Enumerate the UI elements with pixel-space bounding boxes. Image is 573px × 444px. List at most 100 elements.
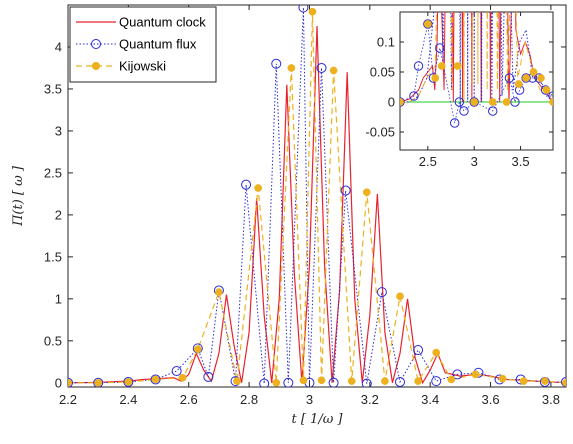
kijowski-marker xyxy=(471,370,480,379)
inset-kijowski-marker xyxy=(529,68,538,76)
inset-kijowski-marker xyxy=(431,74,440,82)
kijowski-marker xyxy=(215,288,223,296)
inset-y-tick-label: 0.05 xyxy=(370,65,395,80)
x-axis-label: t [ 1/ω ] xyxy=(291,412,343,427)
flux-marker xyxy=(431,376,442,387)
flux-marker xyxy=(452,369,463,380)
y-tick-label: 4 xyxy=(55,39,62,54)
inset-y-tick-label: 0.1 xyxy=(377,35,395,50)
inset-y-tick-label: 0 xyxy=(388,95,395,110)
flux-marker xyxy=(328,377,339,387)
y-tick-label: 3 xyxy=(55,123,62,138)
y-tick-label: 1.5 xyxy=(44,249,62,264)
inset-kijowski-marker xyxy=(488,98,497,106)
inset-x-tick-label: 2.5 xyxy=(419,154,437,169)
x-tick-label: 2.6 xyxy=(180,392,198,407)
inset-flux-marker xyxy=(521,73,531,83)
legend-marker xyxy=(91,61,101,71)
flux-marker xyxy=(93,377,104,387)
kijowski-marker xyxy=(254,184,262,192)
kijowski-marker xyxy=(519,377,528,385)
kijowski-marker xyxy=(362,188,371,197)
inset-flux-marker xyxy=(454,97,465,107)
legend-marker xyxy=(91,39,101,49)
kijowski-marker xyxy=(414,377,422,385)
inset-kijowski-marker xyxy=(522,74,531,82)
inset-series-line-1 xyxy=(400,12,553,109)
kijowski-marker xyxy=(308,7,317,16)
kijowski-marker xyxy=(272,378,281,387)
kijowski-marker xyxy=(124,378,133,386)
flux-marker xyxy=(259,378,270,387)
inset-series-group xyxy=(400,12,553,128)
inset-x-tick-label: 3 xyxy=(471,154,478,169)
kijowski-marker xyxy=(396,292,404,301)
inset-flux-marker xyxy=(423,19,433,29)
flux-marker xyxy=(150,374,161,385)
inset-kijowski-marker xyxy=(470,98,479,106)
legend-label: Quantum clock xyxy=(119,15,206,30)
y-axis-label: Π(t) [ ω ] xyxy=(11,165,26,227)
y-tick-label: 0 xyxy=(55,375,62,390)
kijowski-marker xyxy=(94,378,103,387)
kijowski-marker xyxy=(178,373,187,382)
kijowski-marker xyxy=(381,377,389,385)
inset-x-tick-label: 3.5 xyxy=(512,154,530,169)
kijowski-marker xyxy=(347,377,356,385)
inset-flux-marker xyxy=(459,106,469,116)
y-tick-label: 3.5 xyxy=(44,81,62,96)
x-tick-label: 2.8 xyxy=(240,392,258,407)
kijowski-marker xyxy=(432,348,441,357)
inset-kijowski-marker xyxy=(514,80,523,88)
flux-marker xyxy=(68,377,73,387)
kijowski-marker xyxy=(498,374,507,383)
x-tick-label: 3.8 xyxy=(542,392,560,407)
inset-kijowski-marker xyxy=(400,98,404,106)
flux-marker xyxy=(340,185,351,196)
inset-flux-marker xyxy=(469,97,479,107)
x-tick-label: 3.4 xyxy=(421,392,439,407)
inset-flux-marker xyxy=(409,91,419,101)
y-tick-label: 0.5 xyxy=(44,333,62,348)
inset-flux-marker xyxy=(435,43,445,53)
kijowski-marker xyxy=(233,377,241,385)
inset-kijowski-marker xyxy=(437,62,446,70)
x-tick-label: 2.2 xyxy=(59,392,77,407)
kijowski-marker xyxy=(329,66,338,75)
kijowski-marker xyxy=(193,345,202,354)
kijowski-marker xyxy=(447,375,456,384)
y-tick-label: 1 xyxy=(55,291,62,306)
flux-marker xyxy=(561,376,566,387)
series-line-0 xyxy=(68,25,566,385)
flux-marker xyxy=(298,5,309,13)
flux-marker xyxy=(123,376,134,387)
flux-marker xyxy=(241,179,252,190)
kijowski-marker xyxy=(151,375,160,384)
x-tick-label: 3.2 xyxy=(361,392,379,407)
flux-marker xyxy=(283,377,294,387)
inset-series-line-2 xyxy=(400,12,553,103)
inset-kijowski-marker xyxy=(537,74,545,82)
y-tick-label: 2 xyxy=(55,207,62,222)
inset-flux-marker xyxy=(488,106,498,116)
kijowski-marker xyxy=(287,64,296,72)
flux-marker xyxy=(271,58,282,69)
inset-plot: 2.5 3 3.5 -0.05 0 0.05 0.1 xyxy=(365,11,554,169)
y-tick-label: 2.5 xyxy=(44,165,62,180)
inset-flux-marker xyxy=(450,118,460,128)
inset-y-tick-label: -0.05 xyxy=(365,125,395,140)
legend-label: Quantum flux xyxy=(119,37,197,52)
inset-flux-marker xyxy=(510,97,520,107)
inset-kijowski-marker xyxy=(542,86,551,94)
inset-flux-marker xyxy=(504,73,515,83)
flux-marker xyxy=(413,345,424,356)
flux-marker xyxy=(316,62,327,73)
kijowski-marker xyxy=(541,377,549,385)
x-tick-label: 3 xyxy=(306,392,313,407)
kijowski-marker xyxy=(299,376,308,385)
x-tick-label: 2.4 xyxy=(119,392,137,407)
inset-kijowski-marker xyxy=(423,20,432,28)
series-group xyxy=(68,5,566,387)
flux-marker xyxy=(203,371,214,382)
